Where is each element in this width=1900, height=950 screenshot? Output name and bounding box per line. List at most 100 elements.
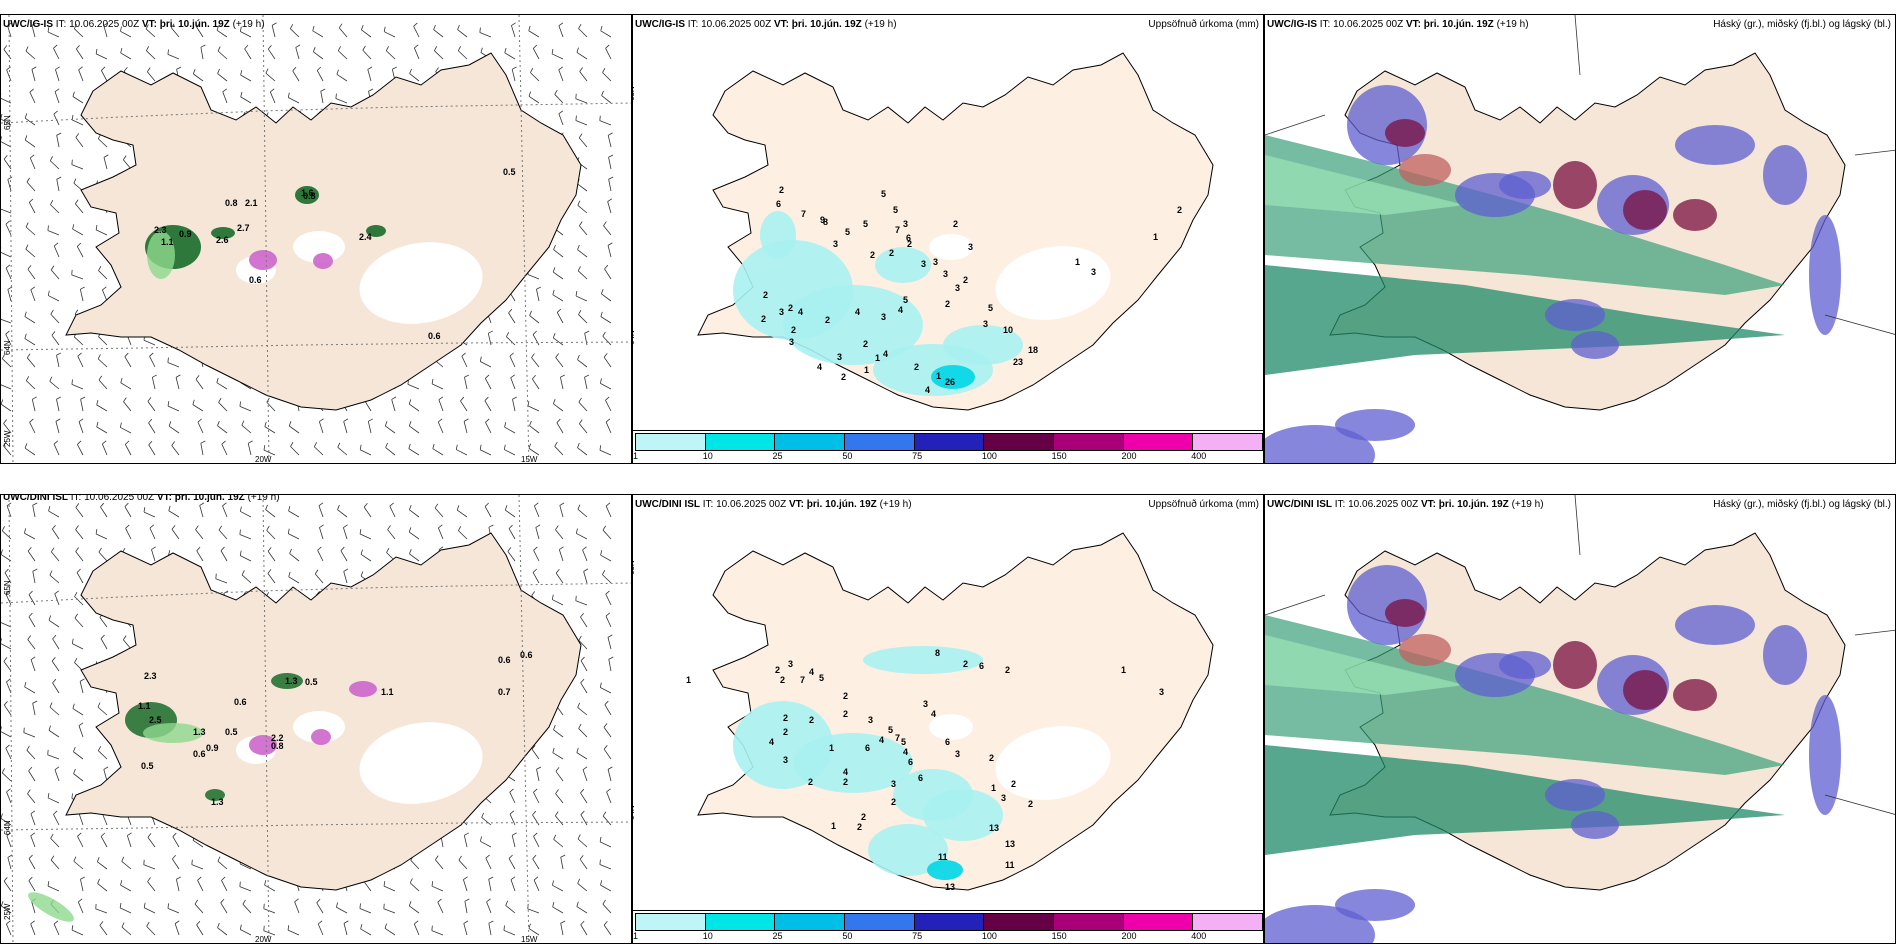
wind-barb bbox=[294, 898, 300, 914]
barb-staff bbox=[53, 114, 60, 126]
glacier-vatnajokull bbox=[359, 242, 483, 324]
barb-feather bbox=[170, 23, 175, 29]
wind-barb bbox=[536, 766, 542, 782]
wind-barb bbox=[391, 396, 397, 412]
map-grid-line bbox=[1854, 149, 1895, 156]
barb-feather bbox=[6, 678, 11, 683]
barb-staff bbox=[3, 880, 12, 892]
barb-feather bbox=[47, 27, 50, 33]
wind-barb bbox=[409, 68, 420, 82]
precip-value-label: 3 bbox=[789, 337, 794, 347]
colorbar-label: 50 bbox=[842, 451, 853, 461]
wind-barb bbox=[602, 67, 612, 82]
wind-barb bbox=[555, 569, 564, 584]
wind-barb bbox=[575, 291, 588, 302]
barb-staff bbox=[580, 814, 588, 826]
barb-feather bbox=[3, 657, 8, 662]
wind-barb bbox=[583, 568, 589, 584]
barb-feather bbox=[584, 374, 590, 378]
barb-feather bbox=[533, 788, 538, 793]
barb-staff bbox=[99, 617, 108, 628]
wind-barb bbox=[123, 635, 132, 650]
barb-feather bbox=[174, 920, 180, 924]
barb-staff bbox=[504, 426, 516, 434]
barb-feather bbox=[6, 66, 11, 71]
wind-barb bbox=[1, 549, 12, 562]
barb-feather bbox=[32, 396, 37, 400]
wind-barb bbox=[97, 878, 108, 892]
lat-label-25w: 25W bbox=[3, 903, 12, 920]
barb-feather bbox=[602, 67, 606, 73]
barb-staff bbox=[528, 30, 540, 38]
barb-staff bbox=[528, 95, 540, 104]
barb-feather bbox=[287, 925, 290, 931]
barb-feather bbox=[577, 354, 580, 360]
barb-staff bbox=[576, 752, 588, 760]
wind-barb bbox=[151, 374, 157, 390]
barb-feather bbox=[77, 832, 82, 837]
precip-value-label: 3 bbox=[881, 312, 886, 322]
barb-feather bbox=[24, 311, 27, 317]
wind-barb bbox=[149, 352, 156, 368]
barb-feather bbox=[54, 766, 60, 771]
barb-feather bbox=[76, 568, 81, 573]
barb-feather bbox=[363, 503, 368, 508]
barb-staff bbox=[577, 249, 588, 258]
barb-staff bbox=[582, 769, 588, 782]
low-cloud-band bbox=[1265, 155, 1465, 215]
wind-barb bbox=[505, 900, 516, 914]
barb-staff bbox=[457, 29, 468, 38]
barb-feather bbox=[240, 91, 243, 97]
barb-staff bbox=[364, 400, 372, 412]
precip-value-label: 2 bbox=[963, 659, 968, 669]
barb-feather bbox=[30, 286, 36, 291]
wind-barb bbox=[431, 881, 444, 892]
barb-feather bbox=[145, 24, 149, 30]
barb-staff bbox=[192, 839, 204, 848]
barb-feather bbox=[266, 525, 270, 531]
precip-value-label: 7 bbox=[895, 733, 900, 743]
wind-barb bbox=[28, 876, 36, 892]
wind-barb bbox=[27, 265, 36, 280]
barb-staff bbox=[7, 857, 12, 870]
barb-feather bbox=[52, 524, 56, 530]
cloud-cell bbox=[1809, 695, 1841, 815]
cloud-cell bbox=[1545, 299, 1605, 331]
barb-staff bbox=[167, 362, 180, 368]
barb-feather bbox=[605, 612, 611, 617]
barb-feather bbox=[73, 856, 77, 862]
wind-barb bbox=[463, 920, 469, 936]
wind-barb bbox=[5, 264, 12, 280]
wind-barb bbox=[3, 700, 12, 716]
barb-feather bbox=[147, 877, 151, 882]
barb-feather bbox=[337, 442, 341, 448]
wind-barb bbox=[56, 396, 62, 412]
wind-barb bbox=[123, 155, 132, 170]
barb-feather bbox=[488, 876, 494, 880]
barb-staff bbox=[343, 923, 348, 936]
barb-feather bbox=[54, 590, 60, 595]
wind-barb bbox=[484, 374, 492, 390]
wind-barb bbox=[147, 67, 156, 82]
wind-barb bbox=[71, 925, 84, 936]
wind-barb bbox=[120, 26, 132, 38]
barb-feather bbox=[528, 923, 531, 929]
wind-barb bbox=[579, 855, 588, 870]
wind-barb bbox=[73, 768, 84, 782]
barb-staff bbox=[287, 929, 300, 936]
barb-staff bbox=[50, 269, 60, 280]
wind-barb bbox=[167, 49, 180, 60]
barb-staff bbox=[508, 858, 516, 870]
wind-barb bbox=[28, 198, 36, 214]
barb-staff bbox=[53, 245, 60, 258]
wind-barb bbox=[264, 880, 276, 892]
barb-feather bbox=[71, 379, 73, 385]
barb-feather bbox=[551, 48, 554, 55]
meridian-15w bbox=[518, 15, 530, 463]
barb-feather bbox=[147, 67, 151, 72]
barb-feather bbox=[199, 502, 205, 506]
barb-staff bbox=[458, 859, 468, 870]
wind-barb bbox=[241, 570, 252, 584]
barb-feather bbox=[438, 524, 443, 529]
barb-feather bbox=[53, 110, 58, 115]
